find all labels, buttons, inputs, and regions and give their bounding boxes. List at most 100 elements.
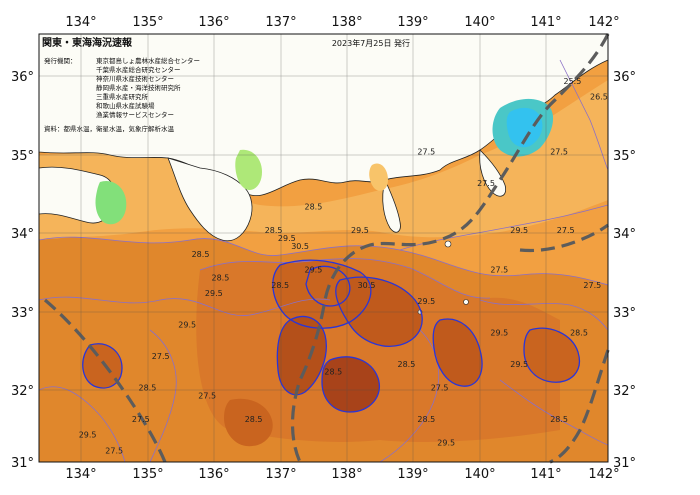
contour-value-label: 29.5 (304, 266, 322, 275)
hot-zone-5 (433, 319, 482, 387)
contour-value-label: 30.5 (291, 242, 309, 251)
lon-label-bottom: 141° (530, 467, 561, 482)
contour-value-label: 28.5 (417, 415, 435, 424)
lon-label-bottom: 142° (588, 467, 619, 482)
agencies-label: 発行機関： (44, 56, 77, 65)
lat-label-right: 36° (613, 70, 636, 85)
contour-value-label: 29.5 (178, 321, 196, 330)
bay-osaka (95, 180, 127, 225)
contour-value-label: 28.5 (397, 360, 415, 369)
issue-date: 2023年7月25日 発行 (332, 38, 410, 48)
lat-label-left: 31° (11, 456, 34, 471)
lat-label-right: 31° (613, 456, 636, 471)
contour-value-label: 28.5 (245, 415, 263, 424)
lat-label-left: 35° (11, 149, 34, 164)
lat-label-left: 32° (11, 384, 34, 399)
contour-value-label: 27.5 (152, 352, 170, 361)
contour-value-label: 28.5 (211, 273, 229, 282)
lon-label-bottom: 139° (397, 467, 428, 482)
lon-label-bottom: 137° (265, 467, 296, 482)
lon-label-top: 136° (198, 15, 229, 30)
lon-label-top: 138° (331, 15, 362, 30)
warm-core-outlines (82, 259, 580, 413)
contour-value-label: 27.5 (550, 148, 568, 157)
hot-zone-7 (82, 343, 122, 388)
lon-labels-top: 134° 135° 136° 137° 138° 139° 140° 141° … (65, 15, 619, 30)
contour-value-label: 29.5 (510, 360, 528, 369)
contour-value-label: 27.5 (198, 391, 216, 400)
contour-value-label: 27.5 (431, 383, 449, 392)
contour-value-label: 26.5 (590, 93, 608, 102)
contour-value-label: 30.5 (358, 281, 376, 290)
data-source: 資料：都県水温，衛星水温，気象庁解析水温 (44, 124, 175, 133)
lat-label-left: 34° (11, 227, 34, 242)
lat-label-right: 32° (613, 384, 636, 399)
agency-item: 和歌山県水産試験場 (96, 101, 155, 110)
contour-value-label: 27.5 (557, 226, 575, 235)
contour-value-label: 29.5 (490, 328, 508, 337)
lat-label-left: 36° (11, 70, 34, 85)
hot-zone-8 (224, 398, 273, 447)
agency-item: 三重県水産研究所 (96, 92, 149, 101)
lon-label-top: 140° (464, 15, 495, 30)
contour-value-label: 29.5 (417, 297, 435, 306)
contour-value-label: 28.5 (304, 203, 322, 212)
agency-block: 発行機関： 東京都島しょ農林水産総合センター 千葉県水産総合研究センター 神奈川… (44, 56, 200, 133)
map-title: 関東・東海海況速報 (42, 36, 133, 49)
contour-value-label: 29.5 (510, 226, 528, 235)
lon-labels-bottom: 134° 135° 136° 137° 138° 139° 140° 141° … (65, 467, 619, 482)
contour-value-label: 28.5 (570, 328, 588, 337)
lon-label-top: 141° (530, 15, 561, 30)
contour-value-label: 29.5 (278, 234, 296, 243)
hot-zone-4 (322, 356, 380, 412)
bay-ise (235, 149, 262, 191)
land-izu-island-1 (444, 240, 452, 248)
lon-label-bottom: 138° (331, 467, 362, 482)
contour-labels: 28.528.529.529.528.528.529.528.529.530.5… (79, 77, 608, 455)
land-izu-peninsula (382, 178, 401, 233)
lon-label-top: 135° (132, 15, 163, 30)
lon-label-bottom: 136° (198, 467, 229, 482)
contour-value-label: 29.5 (437, 438, 455, 447)
contour-value-label: 29.5 (205, 289, 223, 298)
land-kii-peninsula (167, 157, 253, 242)
lat-labels-left: 36° 35° 34° 33° 32° 31° (11, 70, 34, 471)
contour-value-label: 27.5 (132, 415, 150, 424)
contour-value-label: 27.5 (417, 148, 435, 157)
contour-value-label: 25.5 (563, 77, 581, 86)
contour-value-label: 27.5 (477, 179, 495, 188)
agency-item: 漁業情報サービスセンター (96, 110, 174, 119)
contour-value-label: 28.5 (550, 415, 568, 424)
lat-labels-right: 36° 35° 34° 33° 32° 31° (613, 70, 636, 471)
agency-item: 静岡県水産・海洋技術研究所 (96, 83, 181, 92)
lon-label-top: 137° (265, 15, 296, 30)
contour-value-label: 28.5 (271, 281, 289, 290)
contour-value-label: 27.5 (105, 446, 123, 455)
lat-label-right: 33° (613, 306, 636, 321)
lon-label-bottom: 134° (65, 467, 96, 482)
cool-coastal-band (39, 80, 608, 240)
map-frame (38, 33, 609, 463)
graticule (39, 34, 608, 462)
bay-suruga (369, 163, 388, 191)
agency-item: 千葉県水産総合研究センター (96, 65, 181, 74)
land-boso-peninsula (479, 149, 507, 197)
lon-label-top: 134° (65, 15, 96, 30)
contour-value-label: 28.5 (324, 368, 342, 377)
contour-value-label: 29.5 (351, 226, 369, 235)
contour-value-label: 27.5 (490, 266, 508, 275)
lat-label-right: 34° (613, 227, 636, 242)
contour-value-label: 28.5 (192, 250, 210, 259)
lon-label-top: 139° (397, 15, 428, 30)
lon-label-bottom: 135° (132, 467, 163, 482)
contour-value-label: 28.5 (265, 226, 283, 235)
hot-zone-6 (524, 328, 580, 383)
hot-zone-2 (277, 316, 327, 395)
contour-value-label: 29.5 (79, 431, 97, 440)
lon-label-top: 142° (588, 15, 619, 30)
lat-label-right: 35° (613, 149, 636, 164)
lat-label-left: 33° (11, 306, 34, 321)
agency-item: 神奈川県水産技術センター (96, 74, 174, 83)
contour-value-label: 28.5 (138, 383, 156, 392)
